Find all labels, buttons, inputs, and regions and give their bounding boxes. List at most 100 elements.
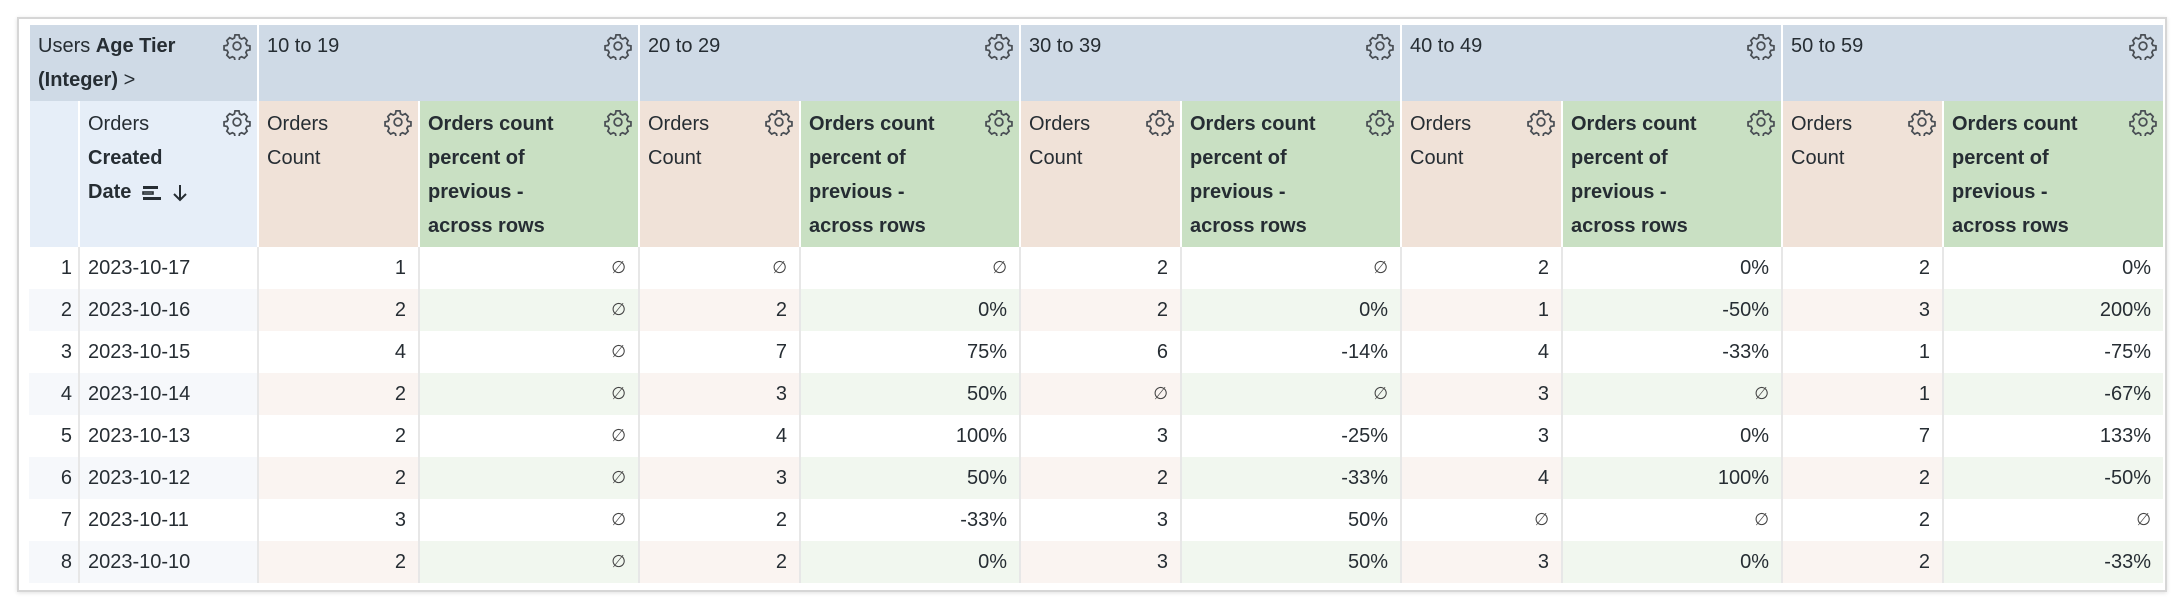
gear-icon[interactable] bbox=[1366, 108, 1394, 138]
orders-created-date-cell[interactable]: 2023-10-15 bbox=[78, 331, 258, 373]
gear-icon[interactable] bbox=[765, 108, 793, 138]
orders-count-cell[interactable]: 6 bbox=[1019, 331, 1181, 373]
orders-created-date-cell[interactable]: 2023-10-13 bbox=[78, 415, 258, 457]
percent-of-previous-cell[interactable]: -75% bbox=[1942, 331, 2163, 373]
orders-count-cell[interactable]: 4 bbox=[1400, 331, 1562, 373]
percent-of-previous-cell[interactable]: -33% bbox=[1561, 331, 1782, 373]
percent-of-previous-cell[interactable]: ∅ bbox=[418, 331, 639, 373]
orders-count-cell[interactable]: 2 bbox=[257, 373, 419, 415]
orders-count-cell[interactable]: 3 bbox=[1781, 289, 1943, 331]
gear-icon[interactable] bbox=[223, 108, 251, 138]
orders-count-cell[interactable]: 3 bbox=[1400, 373, 1562, 415]
orders-created-date-header[interactable]: Orders Created Date bbox=[78, 101, 258, 247]
gear-icon[interactable] bbox=[604, 108, 632, 138]
gear-icon[interactable] bbox=[1527, 108, 1555, 138]
percent-of-previous-cell[interactable]: 75% bbox=[799, 331, 1020, 373]
orders-created-date-cell[interactable]: 2023-10-17 bbox=[78, 247, 258, 289]
orders-count-cell[interactable]: 4 bbox=[257, 331, 419, 373]
gear-icon[interactable] bbox=[985, 32, 1013, 62]
orders-count-cell[interactable]: 2 bbox=[257, 289, 419, 331]
percent-of-previous-cell[interactable]: 50% bbox=[799, 373, 1020, 415]
percent-of-previous-cell[interactable]: 0% bbox=[799, 289, 1020, 331]
gear-icon[interactable] bbox=[1146, 108, 1174, 138]
pivot-dimension-header[interactable]: Users Age Tier (Integer) > bbox=[28, 25, 258, 101]
orders-created-date-cell[interactable]: 2023-10-14 bbox=[78, 373, 258, 415]
orders-count-header[interactable]: Orders Count bbox=[1781, 101, 1943, 247]
pivot-column-header[interactable]: 40 to 49 bbox=[1400, 25, 1782, 101]
percent-of-previous-cell[interactable]: ∅ bbox=[799, 247, 1020, 289]
percent-of-previous-cell[interactable]: -14% bbox=[1180, 331, 1401, 373]
orders-count-cell[interactable]: 2 bbox=[257, 415, 419, 457]
orders-count-cell[interactable]: 3 bbox=[1400, 415, 1562, 457]
percent-of-previous-cell[interactable]: 133% bbox=[1942, 415, 2163, 457]
gear-icon[interactable] bbox=[985, 108, 1013, 138]
gear-icon[interactable] bbox=[604, 32, 632, 62]
percent-of-previous-cell[interactable]: -50% bbox=[1942, 457, 2163, 499]
orders-count-cell[interactable]: 1 bbox=[257, 247, 419, 289]
percent-of-previous-cell[interactable]: 0% bbox=[1942, 247, 2163, 289]
orders-count-cell[interactable]: 2 bbox=[1019, 289, 1181, 331]
orders-count-cell[interactable]: ∅ bbox=[1019, 373, 1181, 415]
percent-of-previous-cell[interactable]: ∅ bbox=[418, 457, 639, 499]
orders-count-cell[interactable]: ∅ bbox=[638, 247, 800, 289]
gear-icon[interactable] bbox=[1747, 32, 1775, 62]
gear-icon[interactable] bbox=[1747, 108, 1775, 138]
percent-of-previous-cell[interactable]: -33% bbox=[1942, 541, 2163, 583]
percent-of-previous-header[interactable]: Orders count percent of previous - across r… bbox=[1180, 101, 1401, 247]
orders-count-cell[interactable]: 1 bbox=[1781, 331, 1943, 373]
percent-of-previous-cell[interactable]: 0% bbox=[1180, 289, 1401, 331]
orders-count-cell[interactable]: 3 bbox=[1019, 499, 1181, 541]
pivot-column-header[interactable]: 20 to 29 bbox=[638, 25, 1020, 101]
percent-of-previous-cell[interactable]: -25% bbox=[1180, 415, 1401, 457]
percent-of-previous-cell[interactable]: ∅ bbox=[1180, 247, 1401, 289]
percent-of-previous-cell[interactable]: 50% bbox=[1180, 499, 1401, 541]
orders-count-cell[interactable]: 4 bbox=[638, 415, 800, 457]
orders-created-date-cell[interactable]: 2023-10-10 bbox=[78, 541, 258, 583]
orders-count-header[interactable]: Orders Count bbox=[638, 101, 800, 247]
sort-rows-icon[interactable] bbox=[141, 183, 163, 203]
percent-of-previous-cell[interactable]: 50% bbox=[799, 457, 1020, 499]
orders-count-cell[interactable]: 3 bbox=[638, 373, 800, 415]
orders-count-cell[interactable]: 3 bbox=[1400, 541, 1562, 583]
percent-of-previous-cell[interactable]: 0% bbox=[1561, 247, 1782, 289]
pivot-column-header[interactable]: 10 to 19 bbox=[257, 25, 639, 101]
orders-count-cell[interactable]: 2 bbox=[638, 541, 800, 583]
orders-count-cell[interactable]: 3 bbox=[638, 457, 800, 499]
pivot-column-header[interactable]: 50 to 59 bbox=[1781, 25, 2163, 101]
percent-of-previous-cell[interactable]: ∅ bbox=[418, 289, 639, 331]
percent-of-previous-cell[interactable]: -33% bbox=[1180, 457, 1401, 499]
percent-of-previous-cell[interactable]: ∅ bbox=[1561, 499, 1782, 541]
percent-of-previous-cell[interactable]: ∅ bbox=[1561, 373, 1782, 415]
orders-count-cell[interactable]: ∅ bbox=[1400, 499, 1562, 541]
gear-icon[interactable] bbox=[223, 32, 251, 62]
percent-of-previous-cell[interactable]: ∅ bbox=[418, 541, 639, 583]
percent-of-previous-cell[interactable]: 200% bbox=[1942, 289, 2163, 331]
percent-of-previous-header[interactable]: Orders count percent of previous - across r… bbox=[799, 101, 1020, 247]
percent-of-previous-cell[interactable]: -67% bbox=[1942, 373, 2163, 415]
percent-of-previous-header[interactable]: Orders count percent of previous - across r… bbox=[418, 101, 639, 247]
percent-of-previous-cell[interactable]: ∅ bbox=[1942, 499, 2163, 541]
orders-count-cell[interactable]: 3 bbox=[1019, 541, 1181, 583]
percent-of-previous-cell[interactable]: ∅ bbox=[418, 247, 639, 289]
orders-count-cell[interactable]: 2 bbox=[638, 499, 800, 541]
percent-of-previous-cell[interactable]: 100% bbox=[799, 415, 1020, 457]
orders-count-header[interactable]: Orders Count bbox=[257, 101, 419, 247]
percent-of-previous-cell[interactable]: 100% bbox=[1561, 457, 1782, 499]
percent-of-previous-cell[interactable]: 50% bbox=[1180, 541, 1401, 583]
percent-of-previous-cell[interactable]: -50% bbox=[1561, 289, 1782, 331]
gear-icon[interactable] bbox=[1908, 108, 1936, 138]
orders-count-header[interactable]: Orders Count bbox=[1400, 101, 1562, 247]
orders-count-cell[interactable]: 7 bbox=[638, 331, 800, 373]
percent-of-previous-cell[interactable]: 0% bbox=[1561, 541, 1782, 583]
orders-count-cell[interactable]: 2 bbox=[1781, 247, 1943, 289]
percent-of-previous-header[interactable]: Orders count percent of previous - across r… bbox=[1942, 101, 2163, 247]
orders-count-cell[interactable]: 2 bbox=[638, 289, 800, 331]
percent-of-previous-cell[interactable]: ∅ bbox=[1180, 373, 1401, 415]
percent-of-previous-cell[interactable]: 0% bbox=[1561, 415, 1782, 457]
percent-of-previous-cell[interactable]: ∅ bbox=[418, 499, 639, 541]
orders-count-cell[interactable]: 7 bbox=[1781, 415, 1943, 457]
percent-of-previous-cell[interactable]: -33% bbox=[799, 499, 1020, 541]
orders-count-cell[interactable]: 2 bbox=[1019, 457, 1181, 499]
orders-count-cell[interactable]: 2 bbox=[257, 457, 419, 499]
orders-count-cell[interactable]: 2 bbox=[1400, 247, 1562, 289]
